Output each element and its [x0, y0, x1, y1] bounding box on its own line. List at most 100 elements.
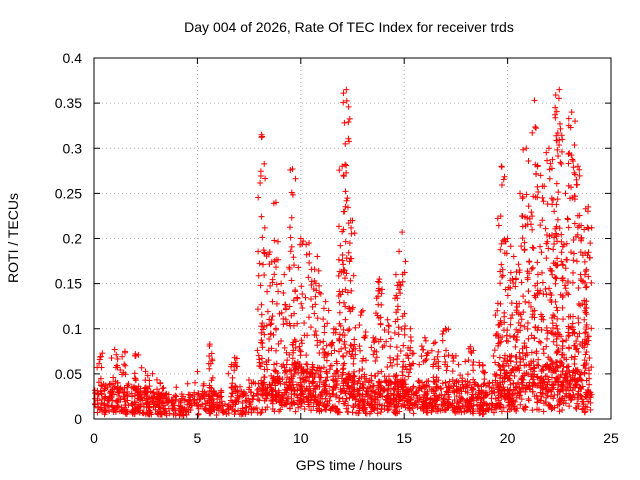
- data-point: [582, 340, 589, 347]
- data-point: [570, 237, 577, 244]
- data-point: [207, 396, 214, 403]
- data-point: [130, 406, 137, 413]
- data-point: [356, 401, 363, 408]
- data-point: [401, 331, 408, 338]
- data-point: [199, 388, 206, 395]
- data-point: [422, 397, 429, 404]
- data-point: [356, 367, 363, 374]
- data-point: [185, 406, 192, 413]
- data-point: [433, 384, 440, 391]
- data-point: [290, 322, 297, 329]
- data-point: [470, 358, 477, 365]
- data-point: [503, 360, 510, 367]
- data-point: [395, 388, 402, 395]
- data-point: [574, 368, 581, 375]
- data-point: [228, 384, 235, 391]
- data-point: [340, 99, 347, 106]
- data-point: [215, 407, 222, 414]
- data-point: [504, 235, 511, 242]
- data-point: [474, 382, 481, 389]
- data-point: [369, 401, 376, 408]
- data-point: [99, 350, 106, 357]
- data-point: [406, 369, 413, 376]
- data-point: [262, 406, 269, 413]
- data-point: [507, 243, 514, 250]
- data-point: [529, 407, 536, 414]
- data-point: [420, 346, 427, 353]
- data-point: [420, 407, 427, 414]
- data-point: [568, 152, 575, 159]
- data-point: [309, 361, 316, 368]
- data-point: [446, 394, 453, 401]
- data-point: [517, 401, 524, 408]
- data-point: [323, 377, 330, 384]
- data-point: [509, 392, 516, 399]
- data-point: [95, 379, 102, 386]
- data-point: [316, 349, 323, 356]
- data-point: [559, 316, 566, 323]
- data-point: [550, 246, 557, 253]
- data-point: [160, 384, 167, 391]
- data-point: [340, 261, 347, 268]
- data-point: [110, 374, 117, 381]
- data-point: [501, 367, 508, 374]
- data-point: [286, 320, 293, 327]
- data-point: [278, 309, 285, 316]
- data-point: [400, 358, 407, 365]
- data-point: [583, 266, 590, 273]
- data-point: [520, 309, 527, 316]
- data-point: [566, 380, 573, 387]
- data-point: [563, 240, 570, 247]
- data-point: [559, 345, 566, 352]
- data-point: [231, 354, 238, 361]
- data-point: [505, 387, 512, 394]
- data-point: [298, 300, 305, 307]
- data-point: [516, 267, 523, 274]
- data-point: [267, 282, 274, 289]
- data-point: [371, 337, 378, 344]
- data-point: [439, 337, 446, 344]
- data-point: [348, 287, 355, 294]
- data-point: [114, 403, 121, 410]
- data-point: [548, 328, 555, 335]
- data-point: [155, 403, 162, 410]
- data-point: [519, 373, 526, 380]
- data-point: [541, 183, 548, 190]
- data-point: [142, 368, 149, 375]
- data-point: [509, 312, 516, 319]
- data-point: [564, 216, 571, 223]
- data-point: [330, 384, 337, 391]
- data-point: [154, 386, 161, 393]
- data-point: [361, 405, 368, 412]
- data-point: [320, 316, 327, 323]
- data-point: [434, 406, 441, 413]
- data-point: [330, 377, 337, 384]
- data-point: [508, 352, 515, 359]
- data-point: [337, 242, 344, 249]
- data-point: [221, 409, 228, 416]
- data-point: [122, 402, 129, 409]
- data-point: [92, 400, 99, 407]
- data-point: [351, 336, 358, 343]
- data-point: [554, 216, 561, 223]
- data-point: [542, 398, 549, 405]
- data-point: [329, 339, 336, 346]
- data-point: [533, 350, 540, 357]
- data-point: [125, 381, 132, 388]
- data-point: [564, 256, 571, 263]
- data-point: [98, 404, 105, 411]
- data-point: [266, 390, 273, 397]
- data-point: [150, 389, 157, 396]
- data-point: [439, 331, 446, 338]
- data-point: [254, 347, 261, 354]
- data-point: [288, 189, 295, 196]
- data-point: [381, 327, 388, 334]
- data-point: [483, 401, 490, 408]
- data-point: [539, 194, 546, 201]
- data-point: [225, 370, 232, 377]
- data-point: [343, 405, 350, 412]
- data-point: [357, 347, 364, 354]
- data-point: [588, 325, 595, 332]
- data-point: [534, 163, 541, 170]
- data-point: [416, 394, 423, 401]
